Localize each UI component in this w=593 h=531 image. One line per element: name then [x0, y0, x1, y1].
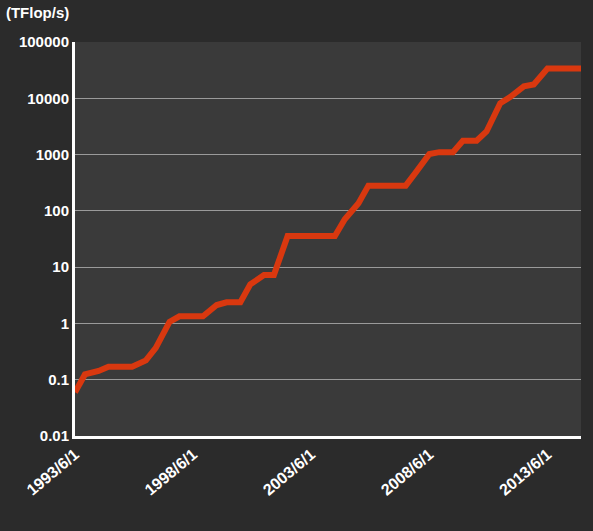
svg-text:1993/6/1: 1993/6/1 — [23, 446, 82, 499]
svg-text:100: 100 — [44, 202, 69, 219]
svg-text:1998/6/1: 1998/6/1 — [142, 446, 201, 499]
svg-text:2013/6/1: 2013/6/1 — [496, 446, 555, 499]
svg-text:0.1: 0.1 — [48, 371, 69, 388]
svg-text:10000: 10000 — [27, 90, 69, 107]
svg-text:2008/6/1: 2008/6/1 — [378, 446, 437, 499]
svg-text:100000: 100000 — [19, 33, 69, 50]
svg-text:0.01: 0.01 — [40, 427, 69, 444]
svg-text:1000: 1000 — [36, 146, 69, 163]
svg-text:10: 10 — [52, 258, 69, 275]
svg-text:1: 1 — [61, 315, 69, 332]
svg-text:2003/6/1: 2003/6/1 — [260, 446, 319, 499]
svg-text:(TFlop/s): (TFlop/s) — [6, 4, 69, 21]
